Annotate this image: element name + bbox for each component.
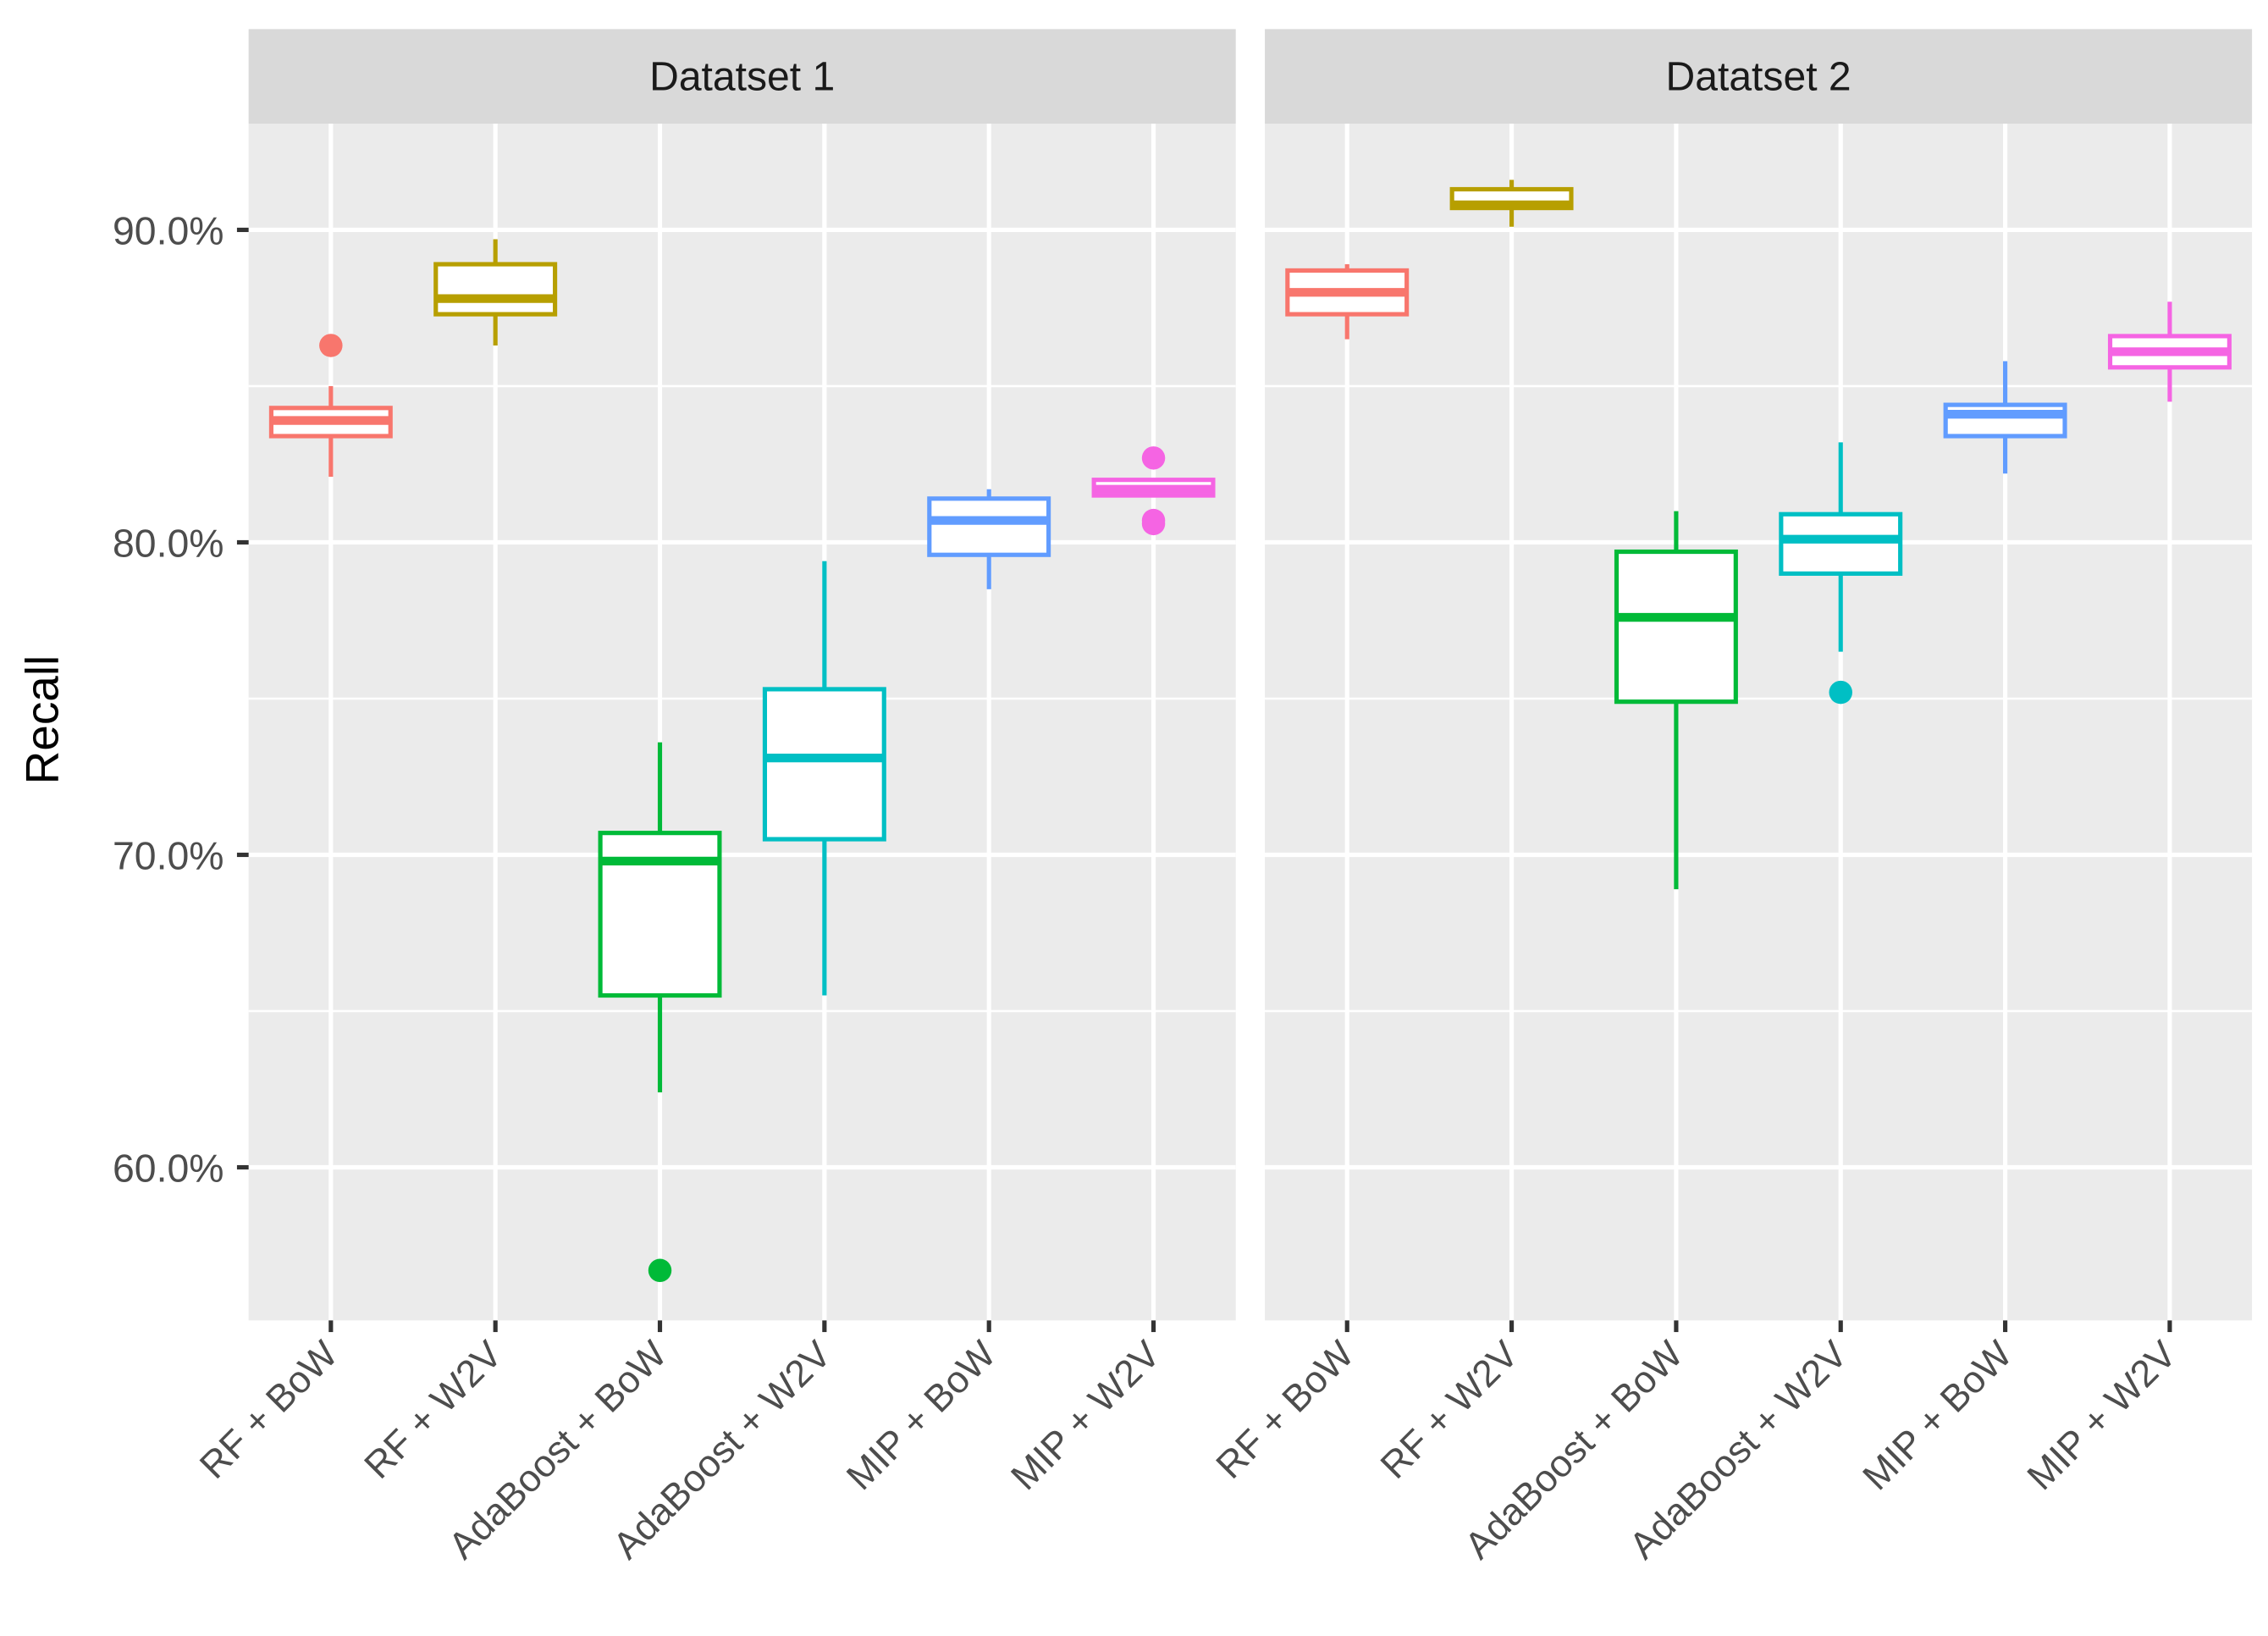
y-tick-label: 80.0% — [113, 522, 223, 566]
x-tick-label: MIP + BoW — [1855, 1334, 2020, 1499]
x-tick-label: RF + BoW — [1208, 1334, 1361, 1487]
box-mip-w2v — [1091, 446, 1216, 536]
box-mip-w2v — [2107, 301, 2232, 402]
outlier-point — [1141, 511, 1166, 536]
iqr-box — [762, 687, 886, 842]
x-tick-label: MIP + W2V — [1003, 1334, 1168, 1499]
outlier-point — [1829, 680, 1852, 705]
box-adaboost-bow — [598, 742, 722, 1283]
iqr-box — [1943, 402, 2067, 439]
box-rf-w2v — [1449, 180, 1574, 227]
x-tick-label: MIP + BoW — [839, 1334, 1004, 1499]
facet-strip — [1265, 29, 2253, 124]
y-tick-label: 60.0% — [113, 1147, 223, 1191]
x-tick-label: RF + W2V — [1373, 1334, 1526, 1487]
facet-title: Datatset 1 — [649, 53, 835, 99]
iqr-box — [927, 496, 1051, 557]
panel-background — [248, 123, 1236, 1321]
panel-background — [1265, 123, 2253, 1321]
outlier-point — [648, 1258, 672, 1283]
box-mip-bow — [1943, 361, 2067, 474]
outlier-point — [319, 334, 343, 357]
x-tick-label: MIP + W2V — [2020, 1334, 2185, 1499]
outlier-point — [1141, 446, 1166, 470]
box-mip-bow — [927, 489, 1051, 589]
y-axis-label: Recall — [16, 655, 69, 785]
box-adaboost-w2v — [762, 561, 886, 996]
facet-strip — [248, 29, 1236, 124]
iqr-box — [1614, 549, 1738, 705]
iqr-box — [433, 262, 558, 317]
y-tick-label: 70.0% — [113, 834, 223, 878]
box-rf-bow — [1285, 264, 1410, 340]
box-rf-w2v — [433, 239, 558, 345]
iqr-box — [1779, 511, 1903, 576]
x-tick-label: RF + BoW — [192, 1334, 345, 1487]
x-tick-label: RF + W2V — [356, 1334, 510, 1487]
box-adaboost-w2v — [1779, 442, 1903, 705]
y-tick-label: 90.0% — [113, 209, 223, 253]
facet-title: Datatset 2 — [1666, 53, 1851, 99]
box-rf-bow — [268, 334, 393, 477]
box-adaboost-bow — [1614, 511, 1738, 890]
